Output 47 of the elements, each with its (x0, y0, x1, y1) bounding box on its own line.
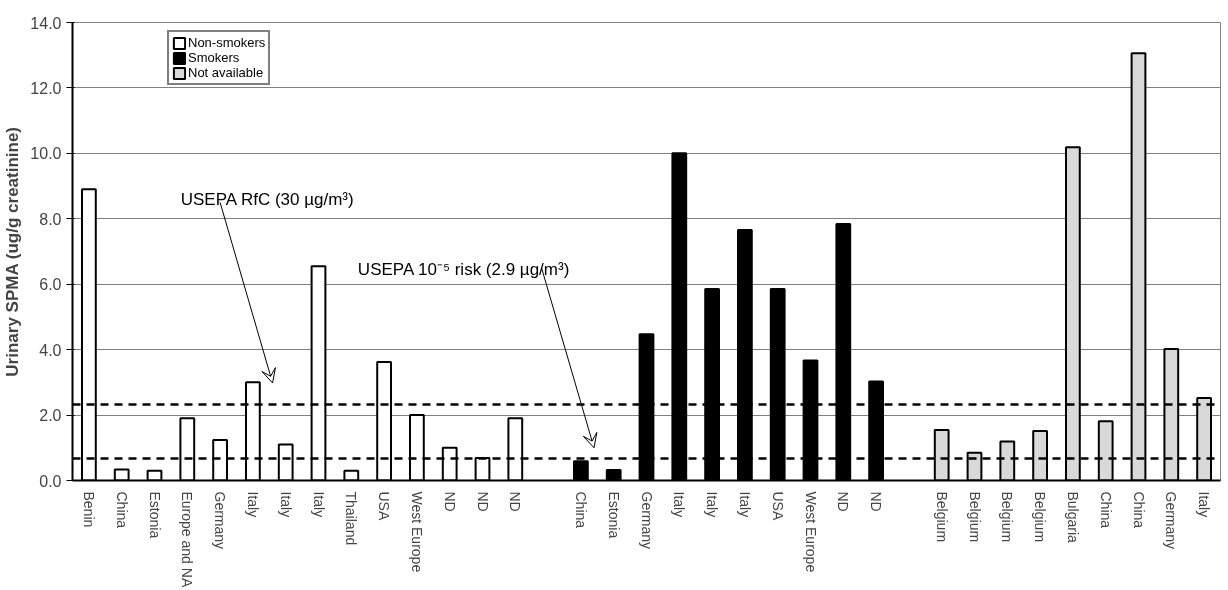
x-tick-label: ND (507, 491, 524, 512)
x-tick-label: Italy (277, 491, 294, 518)
x-tick-label: Germany (1163, 491, 1180, 550)
annotation: USEPA 10⁻⁵ risk (2.9 µg/m³) (357, 259, 570, 279)
y-tick-label: 12.0 (30, 79, 62, 97)
legend-label: Non-smokers (188, 35, 266, 50)
x-tick-label: China (113, 491, 130, 529)
y-tick-label: 8.0 (39, 210, 62, 228)
x-tick-label: Bulgaria (1064, 491, 1081, 544)
annotation: USEPA RfC (30 µg/m³) (180, 189, 354, 209)
x-tick-label: Italy (671, 491, 688, 518)
x-tick-label: Italy (704, 491, 721, 518)
x-tick-label: China (572, 491, 589, 529)
x-tick-label: ND (474, 491, 491, 512)
y-tick-label: 10.0 (30, 145, 62, 163)
y-tick-label: 2.0 (39, 407, 62, 425)
y-tick-label: 14.0 (30, 14, 62, 32)
y-tick-label: 4.0 (39, 341, 62, 359)
y-axis-title: Urinary SPMA (ug/g creatinine) (3, 126, 23, 377)
x-tick-label: China (1130, 491, 1147, 529)
x-tick-label: USA (376, 491, 393, 521)
x-tick-label: Belgium (1032, 491, 1049, 543)
x-tick-label: Italy (1196, 491, 1213, 518)
x-tick-label: Italy (736, 491, 753, 518)
x-tick-label: Belgium (966, 491, 983, 543)
x-tick-label: Belgium (933, 491, 950, 543)
x-tick-label: Germany (212, 491, 229, 550)
x-tick-label: West Europe (802, 491, 819, 573)
x-tick-label: West Europe (408, 491, 425, 573)
x-tick-label: ND (441, 491, 458, 512)
x-tick-label: Benin (80, 491, 97, 528)
legend-label: Smokers (188, 50, 240, 65)
x-tick-label: Estonia (146, 491, 163, 539)
x-tick-label: ND (868, 491, 885, 512)
y-tick-label: 0.0 (39, 472, 62, 490)
x-tick-label: Belgium (999, 491, 1016, 543)
y-tick-label: 6.0 (39, 276, 62, 294)
x-tick-label: USA (769, 491, 786, 521)
x-tick-label: Estonia (605, 491, 622, 539)
x-tick-label: Thailand (343, 491, 360, 546)
x-tick-label: Italy (310, 491, 327, 518)
x-tick-label: Germany (638, 491, 655, 550)
legend-label: Not available (188, 65, 264, 80)
x-tick-label: China (1097, 491, 1114, 529)
x-tick-label: Europe and NA (179, 491, 196, 588)
x-tick-label: Italy (244, 491, 261, 518)
x-tick-label: ND (835, 491, 852, 512)
